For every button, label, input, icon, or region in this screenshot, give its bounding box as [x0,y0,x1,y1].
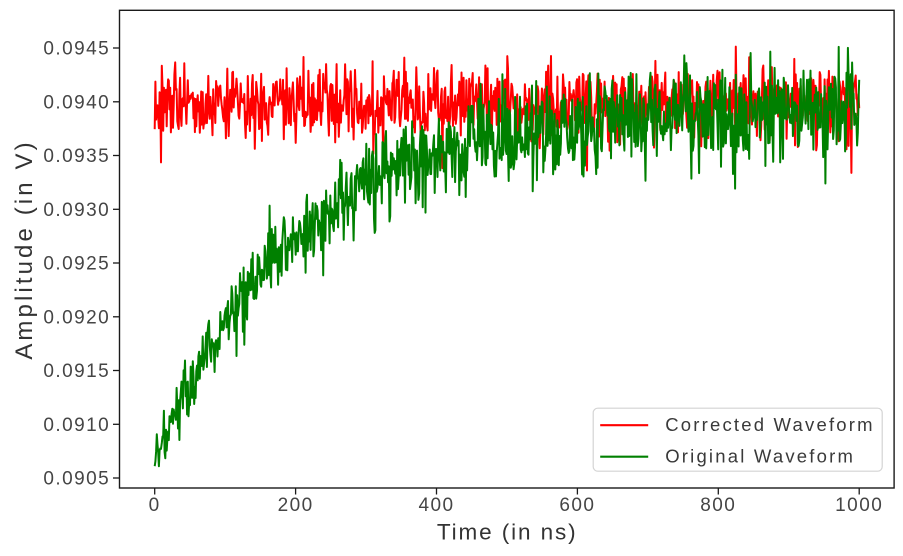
svg-text:0: 0 [149,495,161,516]
svg-text:400: 400 [418,495,454,516]
svg-text:Corrected Waveform: Corrected Waveform [665,414,875,435]
svg-text:0.0925: 0.0925 [43,254,110,275]
svg-text:Amplitude (in V): Amplitude (in V) [11,139,38,359]
svg-text:0.0910: 0.0910 [43,415,110,436]
svg-text:200: 200 [278,495,314,516]
svg-text:0.0915: 0.0915 [43,361,110,382]
svg-text:Time (in ns): Time (in ns) [437,520,578,545]
svg-text:1000: 1000 [835,495,883,516]
svg-text:0.0935: 0.0935 [43,146,110,167]
svg-text:0.0940: 0.0940 [43,92,110,113]
svg-text:0.0930: 0.0930 [43,200,110,221]
svg-text:0.0920: 0.0920 [43,307,110,328]
svg-text:Original Waveform: Original Waveform [665,446,855,467]
svg-text:800: 800 [700,495,736,516]
svg-text:0.0945: 0.0945 [43,39,110,60]
svg-text:600: 600 [559,495,595,516]
svg-text:0.0905: 0.0905 [43,469,110,490]
